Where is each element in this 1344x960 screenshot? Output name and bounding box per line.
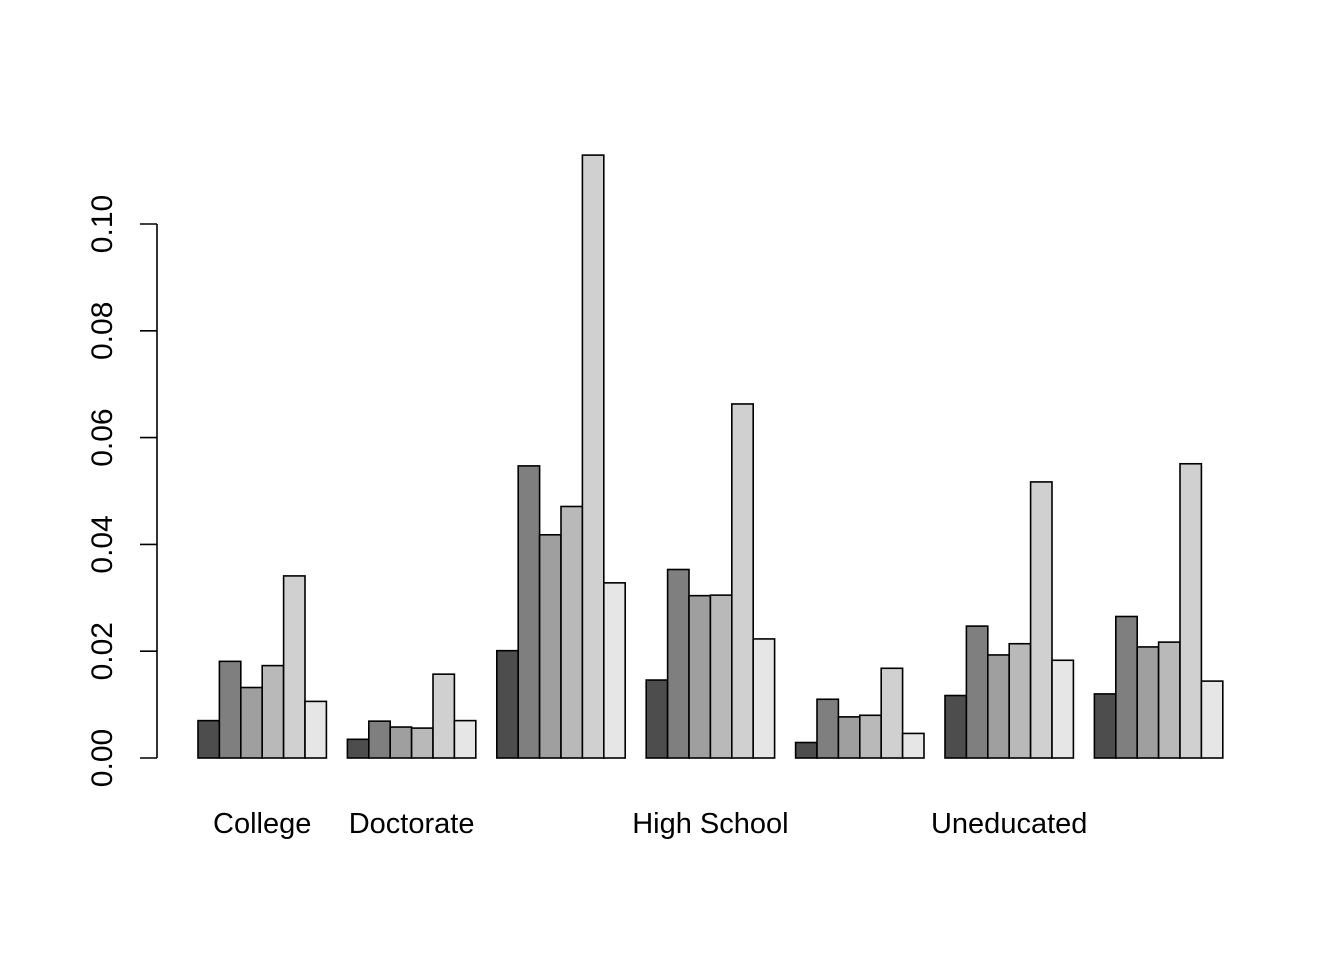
bar-group-5-series-2 <box>816 698 840 759</box>
bar-group-6-series-4 <box>1008 642 1032 759</box>
bar-group-7-series-4 <box>1157 641 1181 759</box>
bar-group-1-series-3 <box>240 686 264 759</box>
bar-group-5-series-6 <box>901 732 925 759</box>
bar-group-5-series-4 <box>858 714 882 759</box>
bar-group-2-series-3 <box>389 726 413 759</box>
bar-group-5-series-3 <box>837 716 861 759</box>
bar-group-6-series-6 <box>1051 659 1075 759</box>
bar-group-7-series-3 <box>1136 646 1160 759</box>
bar-group-2-series-2 <box>367 720 391 759</box>
bar-group-3-series-6 <box>602 582 626 759</box>
bar-group-4-series-3 <box>688 594 712 759</box>
bar-group-5-series-5 <box>880 667 904 759</box>
y-tick-label: 0.10 <box>86 195 119 253</box>
y-tick-label: 0.08 <box>86 302 119 360</box>
bar-group-6-series-1 <box>944 694 968 759</box>
category-label: Doctorate <box>349 808 475 840</box>
bar-group-3-series-1 <box>495 649 519 759</box>
bar-group-6-series-3 <box>986 654 1010 759</box>
bar-group-4-series-2 <box>666 568 690 759</box>
bars-layer <box>197 154 1224 759</box>
category-label: High School <box>632 808 788 840</box>
bar-group-1-series-5 <box>282 575 306 759</box>
bar-group-3-series-3 <box>538 533 562 759</box>
bar-group-1-series-2 <box>218 660 242 759</box>
bar-group-7-series-5 <box>1179 462 1203 759</box>
bar-group-4-series-4 <box>709 594 733 759</box>
bar-group-3-series-2 <box>517 465 541 759</box>
category-label: Uneducated <box>931 808 1087 840</box>
bar-group-1-series-4 <box>261 664 285 759</box>
bar-group-4-series-6 <box>752 638 776 759</box>
bar-group-5-series-1 <box>794 741 818 759</box>
bar-group-1-series-6 <box>304 700 328 759</box>
y-tick-label: 0.00 <box>86 729 119 787</box>
y-tick-label: 0.06 <box>86 408 119 466</box>
bar-group-1-series-1 <box>197 719 221 759</box>
bar-group-7-series-2 <box>1115 615 1139 759</box>
category-label: College <box>213 808 311 840</box>
bar-group-2-series-6 <box>453 719 477 759</box>
y-axis: 0.00 0.02 0.04 0.06 0.08 0.10 <box>86 195 158 787</box>
bar-group-2-series-4 <box>410 727 434 759</box>
bar-group-6-series-2 <box>965 625 989 759</box>
bar-group-4-series-1 <box>645 679 669 759</box>
bar-group-4-series-5 <box>730 403 754 759</box>
bar-group-7-series-6 <box>1200 680 1224 759</box>
y-tick-label: 0.02 <box>86 622 119 680</box>
bar-group-7-series-1 <box>1093 693 1117 759</box>
bar-group-3-series-4 <box>560 505 584 759</box>
y-tick-label: 0.04 <box>86 515 119 573</box>
bar-group-2-series-1 <box>346 738 370 759</box>
bar-group-3-series-5 <box>581 154 605 759</box>
bar-group-6-series-5 <box>1029 481 1053 759</box>
category-labels: College Doctorate High School Uneducated <box>213 808 1087 840</box>
bar-group-2-series-5 <box>432 673 456 759</box>
